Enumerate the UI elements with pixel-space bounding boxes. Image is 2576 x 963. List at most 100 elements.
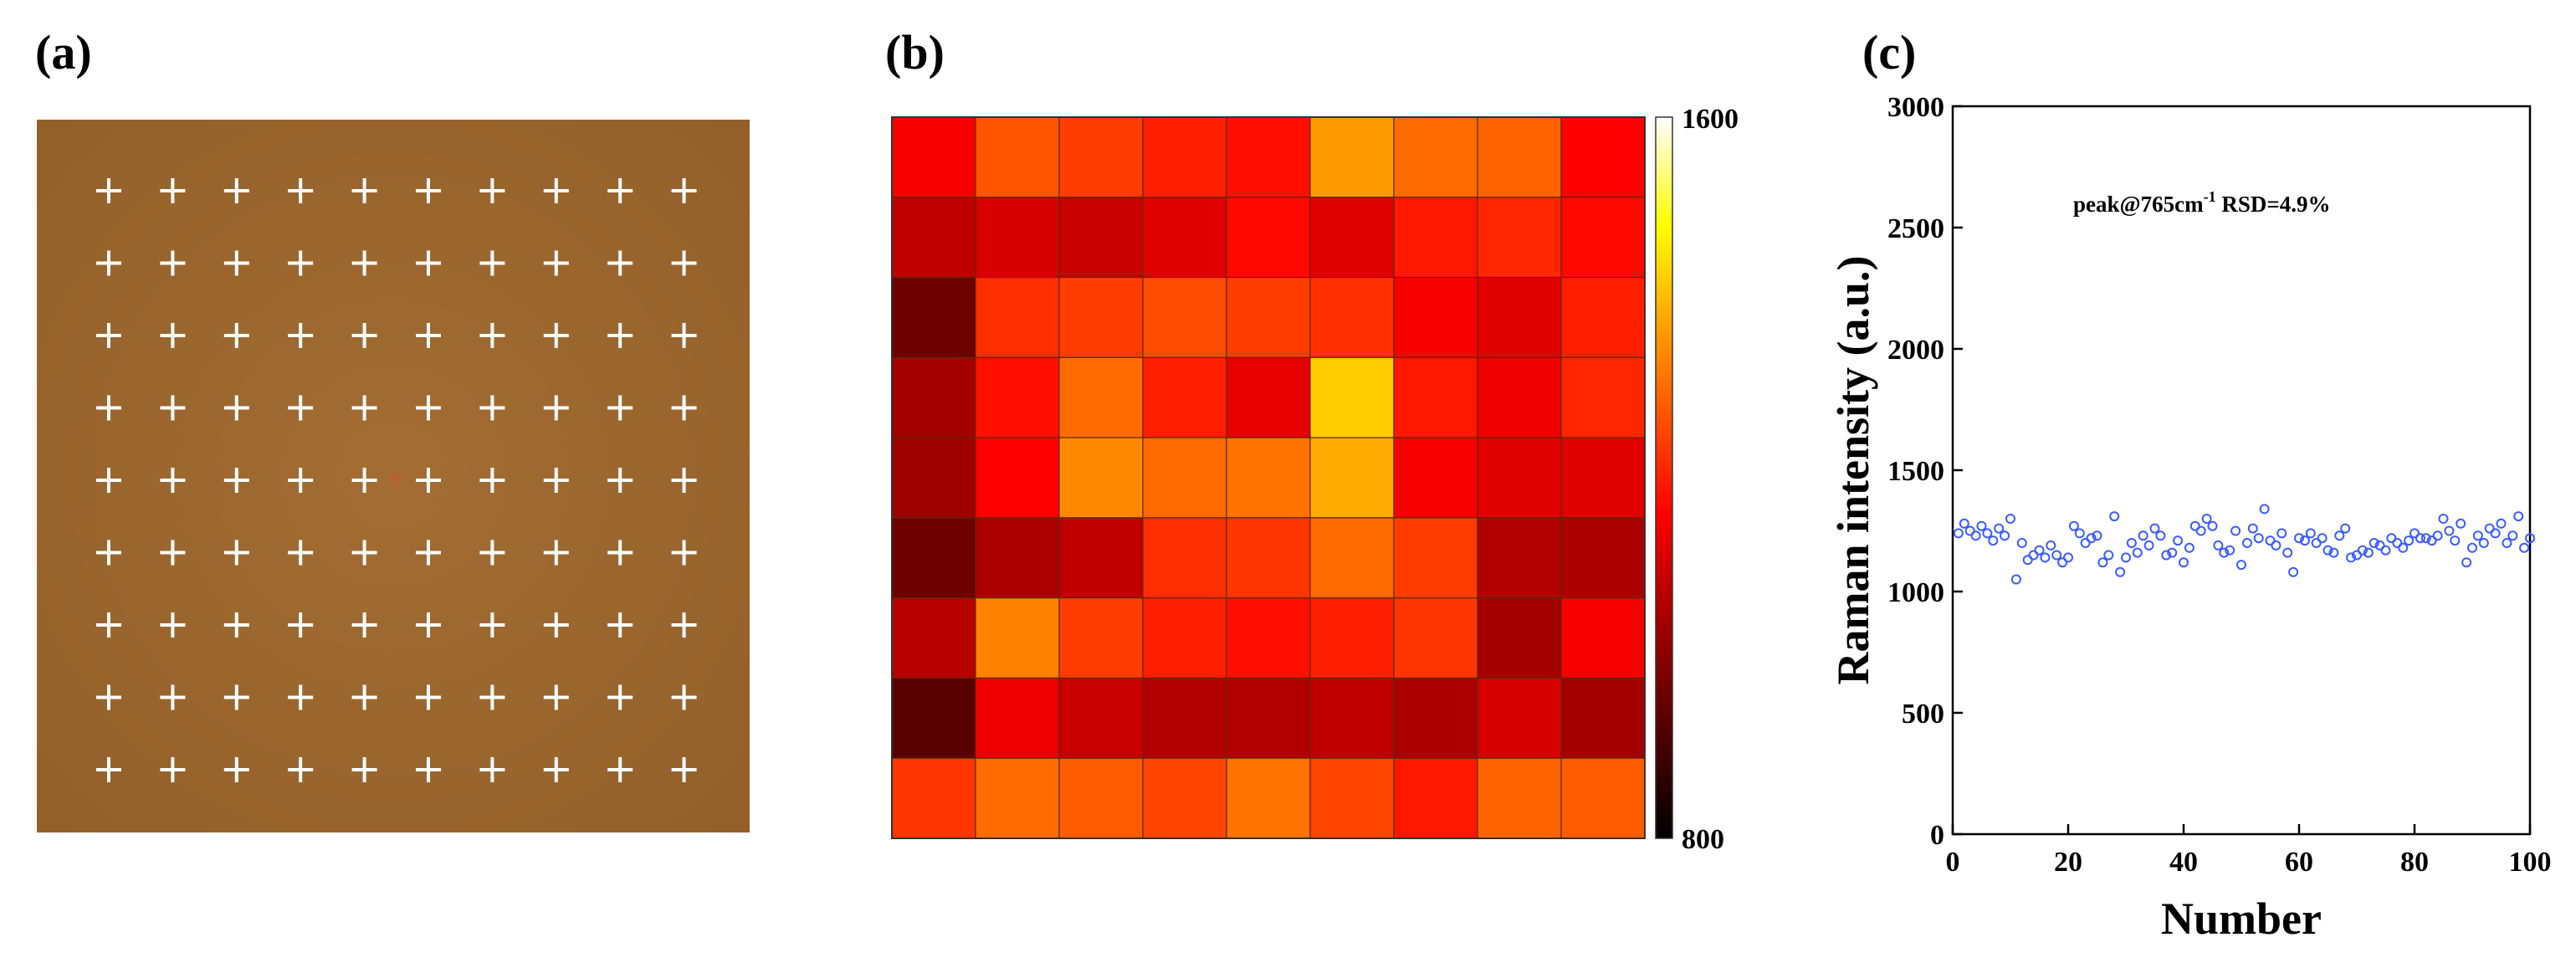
scatter-point (2410, 528, 2420, 539)
panel-label-c: (c) (1862, 25, 1916, 79)
scatter-point (2034, 545, 2045, 556)
annotation-prefix: peak@765cm (2073, 192, 2204, 217)
scatter-point (2080, 538, 2091, 548)
scatter-point (2288, 566, 2299, 577)
cross-marker (160, 250, 186, 276)
heatmap-cell (975, 677, 1060, 759)
colorbar-min-label: 800 (1682, 824, 1724, 855)
cross-marker (543, 540, 569, 566)
heatmap-cell (891, 356, 976, 438)
scatter-point (2121, 552, 2131, 563)
scatter-point (2334, 530, 2345, 541)
cross-marker (416, 757, 441, 782)
scatter-point (1982, 528, 1993, 539)
cross-marker (96, 612, 121, 638)
scatter-point (2022, 555, 2033, 566)
scatter-point (2040, 552, 2051, 563)
scatter-point (2420, 533, 2431, 544)
scatter-point (2311, 538, 2322, 548)
scatter-point (2271, 540, 2282, 551)
y-tick-label: 2000 (1887, 335, 1944, 366)
cross-marker (223, 757, 249, 782)
scatter-point (2225, 545, 2235, 556)
scatter-point (2046, 540, 2056, 551)
scatter-point (2426, 535, 2437, 546)
scatter-point (1964, 525, 1975, 536)
cross-marker (351, 684, 377, 710)
heatmap-cell (1477, 116, 1562, 198)
scatter-point (2057, 557, 2068, 568)
cross-marker (160, 323, 186, 348)
scatter-point (2097, 557, 2108, 568)
scatter-point (2016, 538, 2027, 548)
scatter-point (2519, 542, 2530, 553)
substrate-photo (37, 120, 750, 832)
scatter-point (2502, 538, 2512, 548)
cross-marker (351, 468, 377, 493)
heatmap-cell (1309, 597, 1395, 679)
cross-marker (223, 468, 249, 493)
heatmap-cell (1393, 437, 1478, 519)
scatter-point (2456, 518, 2466, 529)
cross-marker (671, 684, 697, 710)
scatter-point (1970, 530, 1981, 541)
cross-marker (607, 250, 633, 276)
scatter-point (2357, 545, 2368, 556)
heatmap-cell (1226, 276, 1311, 358)
scatter-point (2213, 540, 2224, 551)
heatmap-cell (1226, 116, 1311, 198)
heatmap-cell (1058, 517, 1144, 599)
x-axis-title: Number (2161, 894, 2322, 944)
scatter-point (2305, 528, 2316, 539)
scatter-point (2507, 530, 2518, 541)
cross-marker (479, 323, 505, 348)
cross-marker (351, 612, 377, 638)
scatter-point (2138, 530, 2148, 541)
cross-marker (288, 684, 314, 710)
cross-marker (479, 178, 505, 203)
cross-marker (607, 178, 633, 203)
cross-marker (416, 178, 441, 203)
heatmap-cell (1058, 597, 1144, 679)
x-tick-label: 0 (1946, 847, 1960, 878)
heatmap-cell (1142, 437, 1227, 519)
heatmap-cell (1393, 597, 1478, 679)
cross-marker (96, 323, 121, 348)
scatter-point (2155, 530, 2166, 541)
cross-marker (160, 612, 186, 638)
cross-marker (223, 178, 249, 203)
heatmap-cell (1058, 437, 1144, 519)
cross-marker (223, 395, 249, 421)
scatter-point (1988, 535, 1999, 546)
scatter-point (2161, 550, 2172, 561)
highlight-cross-marker (387, 470, 405, 489)
heatmap-cell (891, 437, 976, 519)
heatmap-cell (1309, 677, 1395, 759)
scatter-point (2265, 535, 2276, 546)
cross-marker (671, 323, 697, 348)
cross-marker (543, 468, 569, 493)
scatter-point (2363, 547, 2374, 558)
scatter-point (2167, 547, 2178, 558)
cross-marker (416, 395, 441, 421)
heatmap-cell (1309, 437, 1395, 519)
scatter-point (2247, 523, 2258, 534)
scatter-point (2322, 545, 2333, 556)
cross-marker (351, 395, 377, 421)
cross-marker (671, 178, 697, 203)
heatmap-cell (975, 356, 1060, 438)
cross-marker (160, 468, 186, 493)
heatmap-cell (1393, 197, 1478, 279)
scatter-point (2074, 528, 2085, 539)
scatter-point (2010, 574, 2021, 585)
cross-marker (96, 178, 121, 203)
heatmap-cell (1560, 677, 1646, 759)
annotation-suffix: RSD=4.9% (2216, 192, 2331, 217)
heatmap-cell (1142, 116, 1227, 198)
heatmap-cell (1058, 276, 1144, 358)
heatmap-cell (1142, 757, 1227, 839)
scatter-point (2241, 538, 2252, 548)
cross-marker (288, 540, 314, 566)
